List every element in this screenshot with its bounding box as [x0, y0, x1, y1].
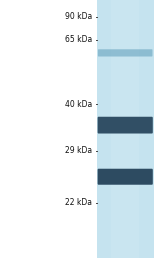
Text: 90 kDa: 90 kDa — [65, 12, 92, 21]
Bar — [97, 0, 154, 258]
FancyBboxPatch shape — [98, 49, 152, 57]
FancyBboxPatch shape — [98, 117, 153, 134]
Text: 29 kDa: 29 kDa — [65, 147, 92, 155]
Text: 40 kDa: 40 kDa — [65, 100, 92, 109]
Text: 65 kDa: 65 kDa — [65, 36, 92, 44]
Bar — [111, 0, 139, 258]
Text: 22 kDa: 22 kDa — [65, 198, 92, 207]
FancyBboxPatch shape — [98, 169, 153, 185]
